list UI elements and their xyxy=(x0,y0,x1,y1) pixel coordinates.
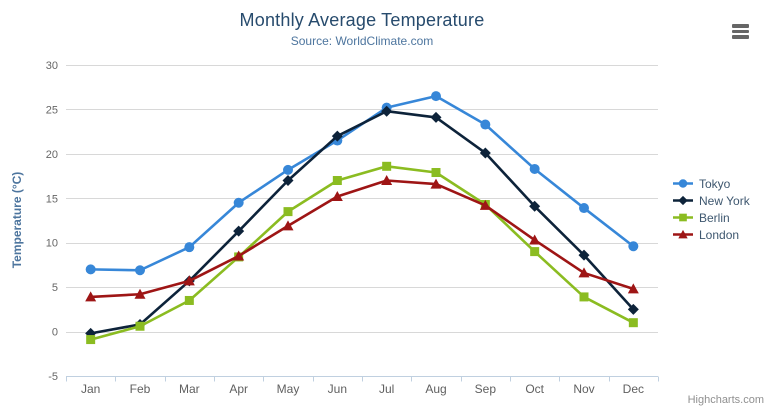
data-point[interactable] xyxy=(85,291,97,302)
data-point[interactable] xyxy=(85,264,96,275)
x-axis-label: Oct xyxy=(525,382,544,396)
y-axis-label: 5 xyxy=(52,282,58,294)
data-point[interactable] xyxy=(530,247,540,257)
y-axis-label: 0 xyxy=(52,327,58,339)
data-point[interactable] xyxy=(86,335,96,345)
legend-item-berlin[interactable]: Berlin xyxy=(672,209,750,226)
y-axis-label: -5 xyxy=(48,371,58,383)
data-point[interactable] xyxy=(184,295,194,305)
data-point[interactable] xyxy=(529,163,540,174)
series-london xyxy=(85,175,639,302)
data-point[interactable] xyxy=(184,242,195,253)
legend-marker-diamond-icon xyxy=(673,195,693,206)
data-point[interactable] xyxy=(529,234,541,245)
legend-label: London xyxy=(699,227,740,242)
x-axis-label: Feb xyxy=(130,382,151,396)
legend-label: Berlin xyxy=(699,210,730,225)
legend-item-tokyo[interactable]: Tokyo xyxy=(672,175,750,192)
data-point[interactable] xyxy=(430,111,442,123)
data-point[interactable] xyxy=(678,229,688,239)
x-axis-label: Sep xyxy=(475,382,497,396)
data-point[interactable] xyxy=(579,292,589,302)
x-axis-label: May xyxy=(277,382,300,396)
chart-title: Monthly Average Temperature xyxy=(239,10,485,30)
data-point[interactable] xyxy=(283,164,293,175)
credits-link[interactable]: Highcharts.com xyxy=(687,394,764,406)
data-point[interactable] xyxy=(678,179,688,188)
data-point[interactable] xyxy=(233,225,245,237)
x-axis-label: Mar xyxy=(179,382,200,396)
series-new-york xyxy=(85,105,639,339)
data-point[interactable] xyxy=(282,220,294,231)
data-point[interactable] xyxy=(529,200,541,212)
export-menu-button[interactable] xyxy=(729,19,752,44)
series-line[interactable] xyxy=(89,164,635,341)
data-point[interactable] xyxy=(430,178,442,189)
x-axis-label: Nov xyxy=(573,382,594,396)
legend-item-new-york[interactable]: New York xyxy=(672,192,750,209)
x-axis-label: Dec xyxy=(623,382,644,396)
data-point[interactable] xyxy=(431,168,441,178)
data-point[interactable] xyxy=(578,267,590,278)
y-axis-label: 25 xyxy=(46,104,58,116)
data-point[interactable] xyxy=(627,283,639,294)
x-axis-label: Jan xyxy=(81,382,100,396)
data-point[interactable] xyxy=(282,175,294,187)
data-point[interactable] xyxy=(135,265,145,276)
x-axis-label: Jul xyxy=(379,382,394,396)
data-point[interactable] xyxy=(331,130,343,142)
data-point[interactable] xyxy=(479,199,491,210)
legend-marker-circle-icon xyxy=(673,179,693,188)
legend-item-london[interactable]: London xyxy=(672,226,750,243)
data-point[interactable] xyxy=(134,288,146,299)
data-point[interactable] xyxy=(627,303,639,315)
data-point[interactable] xyxy=(381,175,393,186)
data-point[interactable] xyxy=(233,197,244,208)
series-tokyo xyxy=(85,91,639,276)
legend-label: Tokyo xyxy=(699,176,731,191)
y-axis-label: 20 xyxy=(46,149,58,161)
data-point[interactable] xyxy=(679,213,687,222)
data-point[interactable] xyxy=(431,91,441,102)
data-point[interactable] xyxy=(678,195,688,206)
legend-marker-triangle-icon xyxy=(673,229,693,239)
data-point[interactable] xyxy=(332,176,342,186)
series-line[interactable] xyxy=(89,109,635,335)
data-point[interactable] xyxy=(628,318,638,328)
legend-marker-square-icon xyxy=(673,213,693,222)
data-point[interactable] xyxy=(480,119,491,130)
data-point[interactable] xyxy=(283,207,293,217)
data-point[interactable] xyxy=(628,241,639,252)
y-axis-label: 15 xyxy=(46,193,58,205)
legend-label: New York xyxy=(699,193,750,208)
data-point[interactable] xyxy=(233,250,245,261)
legend: Tokyo New York Berlin London xyxy=(672,175,750,243)
data-point[interactable] xyxy=(183,275,195,286)
chart-subtitle: Source: WorldClimate.com xyxy=(290,34,434,48)
data-point[interactable] xyxy=(382,161,392,171)
data-point[interactable] xyxy=(579,203,589,214)
data-point[interactable] xyxy=(479,147,491,159)
x-axis-label: Apr xyxy=(229,382,248,396)
series-line[interactable] xyxy=(89,179,635,299)
x-axis-label: Aug xyxy=(425,382,446,396)
data-point[interactable] xyxy=(381,105,393,117)
y-axis-label: 30 xyxy=(46,60,58,72)
data-point[interactable] xyxy=(135,321,145,331)
data-point[interactable] xyxy=(331,191,343,202)
data-point[interactable] xyxy=(578,249,590,261)
hamburger-icon xyxy=(732,24,749,39)
x-axis-label: Jun xyxy=(328,382,347,396)
y-axis-label: 10 xyxy=(46,238,58,250)
